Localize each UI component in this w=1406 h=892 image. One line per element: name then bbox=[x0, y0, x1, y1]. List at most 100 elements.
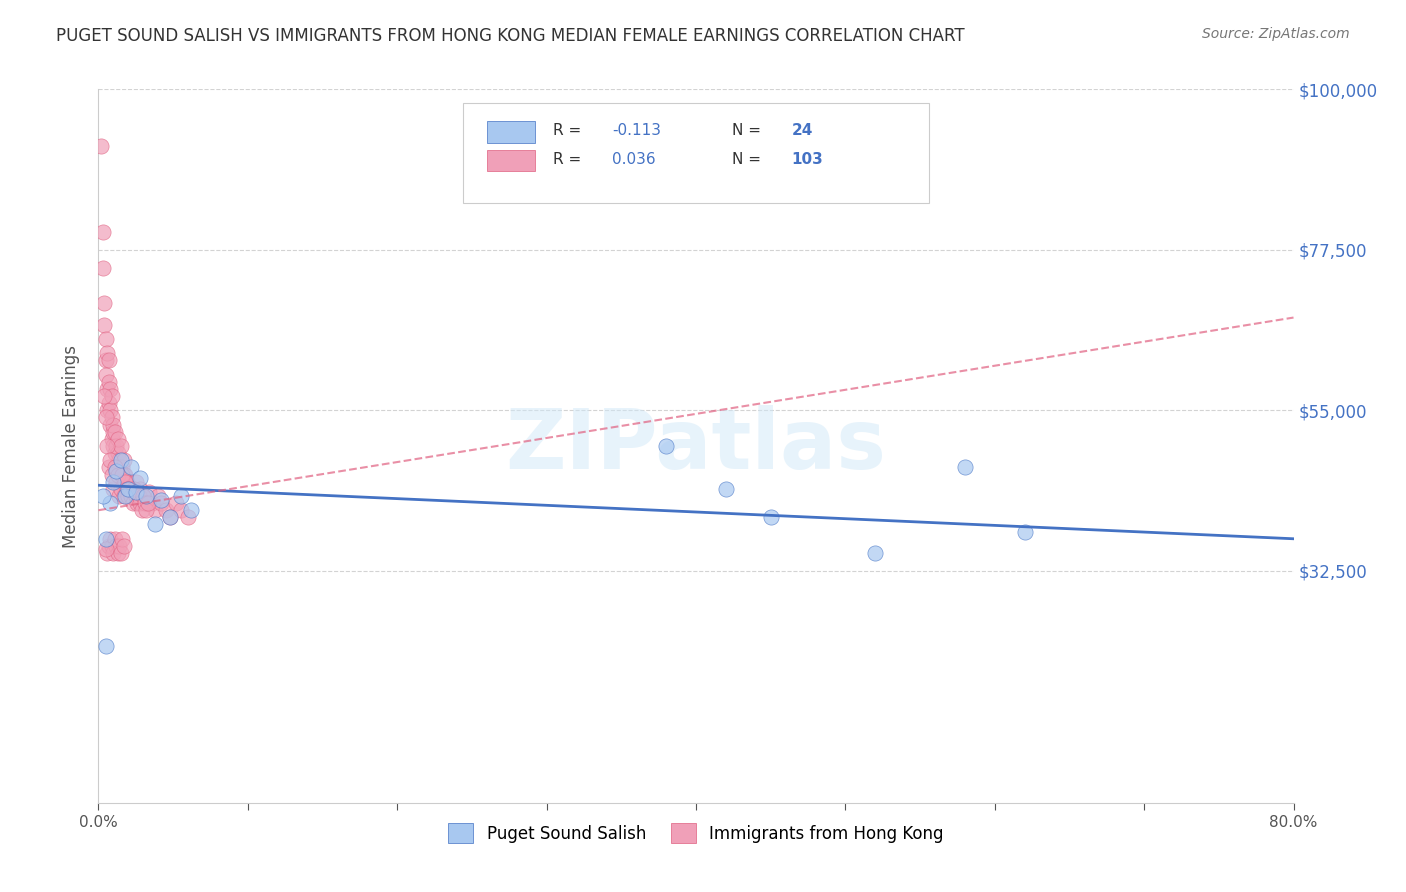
Text: 0.036: 0.036 bbox=[613, 152, 657, 167]
Point bbox=[108, 453, 131, 467]
Point bbox=[94, 639, 117, 653]
Point bbox=[103, 439, 125, 453]
Point bbox=[125, 489, 148, 503]
Point bbox=[107, 467, 129, 482]
Point bbox=[180, 503, 202, 517]
Point bbox=[129, 496, 152, 510]
Point bbox=[150, 496, 173, 510]
Text: N =: N = bbox=[733, 123, 766, 138]
Point bbox=[150, 492, 173, 507]
Point bbox=[132, 489, 155, 503]
Point bbox=[93, 318, 115, 332]
Point bbox=[94, 353, 117, 368]
Point bbox=[112, 453, 135, 467]
Point bbox=[115, 482, 138, 496]
Point bbox=[91, 260, 114, 275]
Point bbox=[103, 425, 125, 439]
Point bbox=[110, 546, 132, 560]
Point bbox=[108, 460, 131, 475]
Point bbox=[110, 439, 132, 453]
Point bbox=[159, 510, 181, 524]
Point bbox=[101, 410, 124, 425]
Text: R =: R = bbox=[553, 123, 586, 138]
Point bbox=[124, 482, 146, 496]
Point bbox=[759, 510, 782, 524]
Point bbox=[94, 410, 117, 425]
FancyBboxPatch shape bbox=[486, 121, 534, 143]
Point bbox=[111, 475, 134, 489]
Point bbox=[177, 510, 200, 524]
Point bbox=[105, 475, 128, 489]
Point bbox=[105, 439, 128, 453]
Y-axis label: Median Female Earnings: Median Female Earnings bbox=[62, 344, 80, 548]
Point bbox=[169, 503, 191, 517]
Point bbox=[138, 485, 160, 500]
Point bbox=[114, 482, 136, 496]
Point bbox=[117, 489, 139, 503]
Point bbox=[104, 425, 127, 439]
Text: PUGET SOUND SALISH VS IMMIGRANTS FROM HONG KONG MEDIAN FEMALE EARNINGS CORRELATI: PUGET SOUND SALISH VS IMMIGRANTS FROM HO… bbox=[56, 27, 965, 45]
Point bbox=[143, 503, 166, 517]
Point bbox=[115, 489, 138, 503]
Point bbox=[97, 353, 120, 368]
Point bbox=[111, 532, 134, 546]
Point bbox=[120, 489, 142, 503]
Point bbox=[121, 482, 143, 496]
Point bbox=[103, 482, 125, 496]
Point bbox=[953, 460, 976, 475]
Point bbox=[143, 517, 166, 532]
Point bbox=[94, 542, 117, 557]
Point bbox=[135, 496, 157, 510]
Point bbox=[165, 496, 187, 510]
Text: ZIPatlas: ZIPatlas bbox=[506, 406, 886, 486]
Point bbox=[105, 539, 128, 553]
Point bbox=[101, 539, 124, 553]
Point bbox=[94, 532, 117, 546]
Text: N =: N = bbox=[733, 152, 766, 167]
Point bbox=[120, 489, 142, 503]
Text: R =: R = bbox=[553, 152, 586, 167]
Text: 24: 24 bbox=[792, 123, 813, 138]
Point bbox=[98, 417, 122, 432]
Point bbox=[125, 475, 148, 489]
Point bbox=[94, 332, 117, 346]
Point bbox=[112, 467, 135, 482]
Legend: Puget Sound Salish, Immigrants from Hong Kong: Puget Sound Salish, Immigrants from Hong… bbox=[440, 814, 952, 852]
Point bbox=[96, 439, 118, 453]
Point bbox=[115, 475, 138, 489]
Point bbox=[104, 446, 127, 460]
Text: -0.113: -0.113 bbox=[613, 123, 661, 138]
Point bbox=[96, 346, 118, 360]
Point bbox=[118, 485, 141, 500]
Point bbox=[111, 467, 134, 482]
Point bbox=[90, 139, 112, 153]
Point bbox=[135, 489, 157, 503]
Point bbox=[103, 546, 125, 560]
Point bbox=[105, 464, 128, 478]
Point bbox=[96, 382, 118, 396]
Point bbox=[97, 375, 120, 389]
Point bbox=[112, 539, 135, 553]
Point bbox=[96, 546, 118, 560]
Point bbox=[110, 482, 132, 496]
Point bbox=[93, 389, 115, 403]
Point bbox=[117, 482, 139, 496]
Point bbox=[108, 539, 131, 553]
Point bbox=[105, 460, 128, 475]
Point bbox=[714, 482, 737, 496]
Point bbox=[107, 546, 129, 560]
Point bbox=[97, 539, 120, 553]
Point bbox=[111, 460, 134, 475]
Point bbox=[134, 496, 156, 510]
Point bbox=[108, 489, 131, 503]
Point bbox=[104, 532, 127, 546]
Point bbox=[97, 460, 120, 475]
Point bbox=[141, 496, 163, 510]
Point bbox=[155, 503, 177, 517]
Point bbox=[120, 460, 142, 475]
Point bbox=[93, 296, 115, 310]
FancyBboxPatch shape bbox=[463, 103, 929, 203]
Point bbox=[865, 546, 887, 560]
Point bbox=[91, 225, 114, 239]
Point bbox=[114, 467, 136, 482]
